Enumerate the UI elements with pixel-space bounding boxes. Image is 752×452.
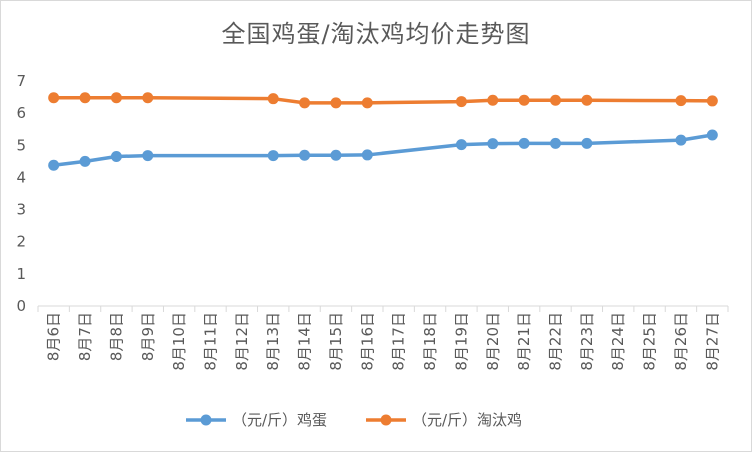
data-point — [48, 159, 60, 171]
x-tick-label: 8月8日 — [107, 312, 125, 361]
x-tick-label: 8月6日 — [45, 312, 63, 361]
y-tick-label: 1 — [16, 265, 26, 283]
x-tick-label: 8月7日 — [76, 312, 94, 361]
x-tick-label: 8月18日 — [421, 312, 439, 371]
x-tick-label: 8月19日 — [452, 312, 470, 371]
y-tick-label: 4 — [16, 168, 26, 186]
x-tick-label: 8月15日 — [327, 312, 345, 371]
data-point — [48, 92, 60, 104]
y-tick-label: 6 — [16, 104, 26, 122]
x-tick-label: 8月21日 — [515, 312, 533, 371]
data-point — [110, 151, 122, 163]
data-point — [675, 95, 687, 107]
y-tick-label: 3 — [16, 201, 26, 219]
data-point — [550, 137, 561, 149]
x-tick-label: 8月11日 — [202, 312, 220, 371]
x-tick-label: 8月23日 — [578, 312, 596, 371]
y-tick-label: 2 — [16, 233, 26, 251]
data-point — [361, 149, 373, 161]
data-point — [455, 139, 467, 151]
data-point — [518, 137, 530, 149]
x-tick-label: 8月9日 — [139, 312, 157, 361]
x-tick-label: 8月10日 — [170, 312, 188, 371]
data-point — [581, 94, 593, 106]
series-line-0 — [53, 133, 713, 167]
data-point — [299, 149, 311, 161]
legend-marker-1 — [380, 414, 392, 426]
x-tick-label: 8月12日 — [233, 312, 251, 371]
x-tick-label: 8月24日 — [609, 312, 627, 371]
data-point — [330, 149, 342, 161]
legend-label-0: （元/斤）鸡蛋 — [232, 411, 327, 429]
x-tick-label: 8月26日 — [672, 312, 690, 371]
data-point — [79, 155, 91, 167]
x-tick-label: 8月13日 — [264, 312, 282, 371]
data-point — [581, 137, 593, 149]
legend-marker-0 — [200, 414, 212, 426]
data-point — [518, 94, 530, 106]
x-tick-label: 8月22日 — [547, 312, 565, 371]
x-tick-label: 8月20日 — [484, 312, 502, 371]
x-tick-label: 8月17日 — [390, 312, 408, 371]
y-tick-label: 7 — [16, 72, 26, 90]
data-point — [299, 97, 311, 109]
data-point — [550, 94, 561, 106]
data-point — [455, 96, 467, 108]
x-tick-label: 8月14日 — [296, 312, 314, 371]
chart-title: 全国鸡蛋/淘汰鸡均价走势图 — [221, 20, 531, 48]
data-point — [330, 97, 342, 109]
data-point — [361, 97, 373, 109]
x-tick-label: 8月27日 — [703, 312, 721, 371]
data-point — [706, 129, 718, 141]
y-tick-label: 5 — [16, 136, 26, 154]
data-point — [487, 138, 499, 150]
y-tick-label: 0 — [16, 297, 26, 315]
data-point — [267, 93, 279, 105]
data-point — [487, 94, 499, 106]
data-point — [267, 150, 279, 162]
data-point — [79, 92, 91, 104]
x-tick-label: 8月16日 — [358, 312, 376, 371]
data-point — [675, 134, 687, 146]
data-point — [110, 92, 122, 104]
x-tick-label: 8月25日 — [641, 312, 659, 371]
data-point — [142, 150, 154, 162]
legend-label-1: （元/斤）淘汰鸡 — [412, 411, 522, 429]
data-point — [142, 92, 154, 104]
data-point — [706, 95, 718, 107]
